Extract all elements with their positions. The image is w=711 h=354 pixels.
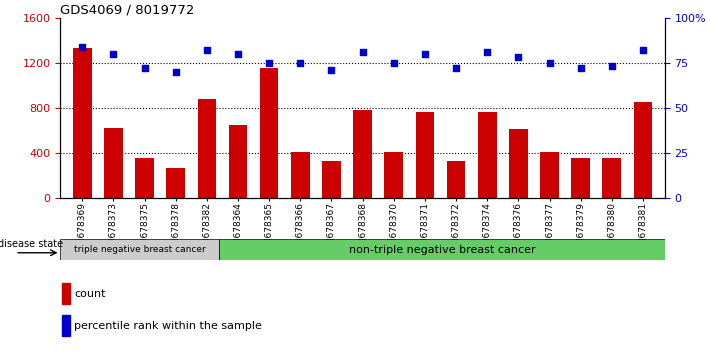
Bar [572,158,590,198]
Bar [63,315,70,336]
Bar [353,110,372,198]
Point [575,65,587,71]
Bar [291,152,310,198]
Bar [385,152,403,198]
Bar [415,113,434,198]
Bar [447,161,466,198]
Point [637,47,648,53]
Bar [63,283,70,304]
Bar [602,158,621,198]
Bar [478,113,496,198]
Bar [509,130,528,198]
Point [294,60,306,66]
Text: disease state: disease state [0,239,63,249]
Point [264,60,275,66]
Text: GDS4069 / 8019772: GDS4069 / 8019772 [60,4,195,17]
Bar [135,158,154,198]
Point [326,67,337,73]
Bar [166,168,185,198]
Bar [322,161,341,198]
Text: triple negative breast cancer: triple negative breast cancer [74,245,205,254]
Bar [634,102,652,198]
Point [107,51,119,57]
Point [419,51,431,57]
Bar [60,239,220,260]
Text: non-triple negative breast cancer: non-triple negative breast cancer [349,245,535,255]
Point [170,69,181,75]
Bar [220,239,665,260]
Bar [540,152,559,198]
Bar [73,48,92,198]
Text: percentile rank within the sample: percentile rank within the sample [74,321,262,331]
Point [388,60,400,66]
Point [201,47,213,53]
Point [77,44,88,50]
Point [481,49,493,55]
Point [450,65,461,71]
Bar [104,128,123,198]
Point [139,65,150,71]
Point [544,60,555,66]
Point [513,55,524,60]
Point [357,49,368,55]
Bar [260,68,279,198]
Bar [198,99,216,198]
Bar [229,125,247,198]
Text: count: count [74,289,105,299]
Point [606,64,618,69]
Point [232,51,244,57]
